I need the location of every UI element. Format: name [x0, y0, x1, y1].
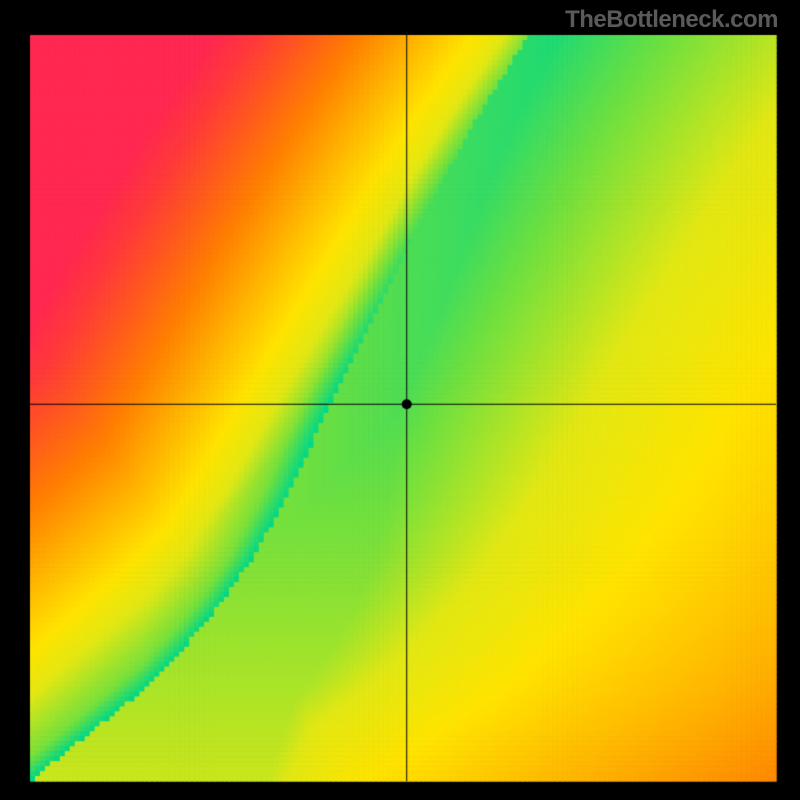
- chart-container: TheBottleneck.com: [0, 0, 800, 800]
- bottleneck-heatmap: [0, 0, 800, 800]
- watermark-text: TheBottleneck.com: [565, 6, 778, 34]
